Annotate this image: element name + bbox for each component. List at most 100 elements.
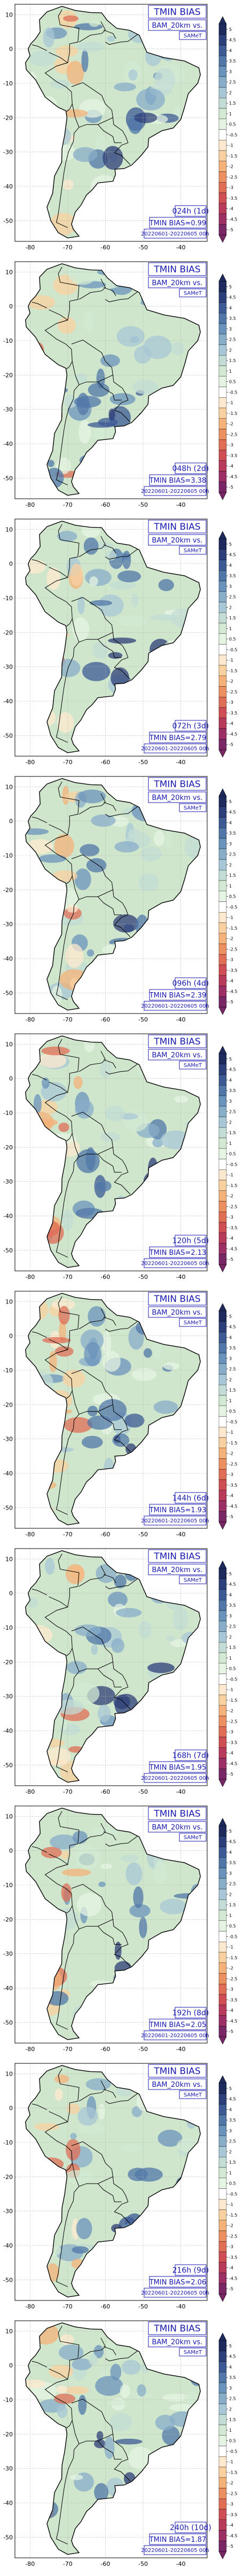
model-label: BAM_20km vs. (152, 1309, 203, 1317)
lead-time-label: 096h (4d) (172, 979, 209, 988)
colorbar-tick-label: -5 (229, 1514, 233, 1519)
forecast-panel: -80 -70 -60 -50 -40 10 0 -10 -20 -30 -40 -50 TMIN BI… (0, 0, 252, 257)
colorbar-tick-label: -3 (229, 2244, 233, 2249)
colorbar-tick-label: 0.5 (229, 894, 236, 899)
colorbar-tick-label: -4.5 (229, 2533, 238, 2538)
colorbar-tick-label: 5 (229, 1314, 232, 1319)
colorbar-tick-label: -4 (229, 2523, 233, 2528)
colorbar-tick-label: 4.5 (229, 1840, 236, 1844)
colorbar-tick-label: -3.5 (229, 1998, 238, 2002)
colorbar-tick-label: -3.5 (229, 1226, 238, 1230)
bias-map: -80 -70 -60 -50 -40 10 0 -10 -20 -30 -40 -50 TMIN BI… (0, 772, 252, 1030)
colorbar-tick-label: -4 (229, 207, 233, 211)
colorbar-tick-label: 4.5 (229, 2097, 236, 2102)
colorbar-tick-label: -2 (229, 2481, 233, 2486)
lat-tick-label: -40 (3, 183, 13, 190)
bias-map: -80 -70 -60 -50 -40 10 0 -10 -20 -30 -40 -50 TMIN BI… (0, 2316, 252, 2574)
colorbar: 5 4.5 4 3.5 3 2.5 2 1.5 1 0.5 -0.5 -1 -1.5 -2 -2.5 -3 -3… (219, 789, 238, 1015)
lat-tick-label: -40 (3, 441, 13, 447)
lat-tick-label: -20 (3, 114, 13, 121)
colorbar-tick-label: -2 (229, 1451, 233, 1456)
lat-tick-label: 0 (9, 1590, 13, 1597)
colorbar-tick-label: 1.5 (229, 1645, 236, 1650)
colorbar-tick-label: -3 (229, 185, 233, 190)
reference-label: SAMeT (184, 805, 202, 811)
reference-label: SAMeT (184, 1835, 202, 1841)
colorbar-tick-label: -1.5 (229, 1183, 238, 1188)
lat-tick-label: -20 (3, 1144, 13, 1151)
lon-tick-label: -70 (63, 1531, 73, 1538)
colorbar-tick-label: -3.5 (229, 1740, 238, 1745)
colorbar-tick-label: -2.5 (229, 1976, 238, 1981)
lat-tick-label: -40 (3, 2500, 13, 2507)
lon-tick-label: -60 (100, 2303, 110, 2310)
colorbar-tick-label: -2 (229, 1966, 233, 1971)
colorbar-tick-label: -0.5 (229, 132, 238, 137)
colorbar-tick-label: 2 (229, 1377, 232, 1382)
colorbar-tick-label: -2 (229, 422, 233, 427)
lead-time-label: 048h (2d) (172, 465, 209, 473)
lat-tick-label: 10 (5, 1813, 13, 1820)
lon-tick-label: -40 (176, 244, 186, 251)
colorbar-tick-label: 3 (229, 2386, 232, 2391)
lon-tick-label: -70 (63, 1788, 73, 1795)
colorbar-tick-label: 3 (229, 1614, 232, 1619)
colorbar-tick-label: 3 (229, 2129, 232, 2133)
map-title: TMIN BIAS (153, 1036, 200, 1047)
bias-map: -80 -70 -60 -50 -40 10 0 -10 -20 -30 -40 -50 TMIN BI… (0, 257, 252, 515)
colorbar-tick-label: 4.5 (229, 2354, 236, 2359)
lon-tick-label: -40 (176, 2561, 186, 2567)
colorbar-tick-label: -1 (229, 143, 233, 148)
lat-tick-label: 10 (5, 1298, 13, 1305)
colorbar-tick-label: 1 (229, 626, 232, 631)
colorbar-tick-label: 4 (229, 1078, 232, 1082)
colorbar-tick-label: 1.5 (229, 616, 236, 621)
bias-map: -80 -70 -60 -50 -40 10 0 -10 -20 -30 -40 -50 TMIN BI… (0, 2059, 252, 2316)
lon-tick-label: -60 (100, 759, 110, 766)
colorbar-tick-label: -1 (229, 2460, 233, 2464)
colorbar-tick-label: -2.5 (229, 432, 238, 437)
colorbar-tick-label: -3 (229, 1987, 233, 1992)
colorbar-tick-label: -1.5 (229, 1955, 238, 1960)
map-title: TMIN BIAS (153, 522, 200, 532)
colorbar-tick-label: -4.5 (229, 474, 238, 479)
colorbar-tick-label: 1 (229, 369, 232, 374)
colorbar-tick-label: 1 (229, 1141, 232, 1146)
colorbar-tick-label: 2.5 (229, 80, 236, 85)
colorbar-tick-label: -2 (229, 937, 233, 941)
colorbar-tick-label: 0.5 (229, 1924, 236, 1929)
lat-tick-label: -30 (3, 921, 13, 928)
colorbar-tick-label: -3 (229, 1730, 233, 1734)
colorbar-tick-label: -3 (229, 700, 233, 705)
lon-tick-label: -50 (138, 1274, 148, 1281)
colorbar-tick-label: -3.5 (229, 1483, 238, 1488)
colorbar: 5 4.5 4 3.5 3 2.5 2 1.5 1 0.5 -0.5 -1 -1.5 -2 -2.5 -3 -3… (219, 17, 238, 242)
forecast-panel: -80 -70 -60 -50 -40 10 0 -10 -20 -30 -40 -50 TMIN BI… (0, 1030, 252, 1287)
colorbar-tick-label: -1 (229, 658, 233, 663)
lon-tick-label: -80 (25, 244, 35, 251)
lon-tick-label: -70 (63, 2561, 73, 2567)
colorbar-tick-label: 0.5 (229, 1667, 236, 1671)
period-label: 20220601-20220605 00h (141, 1261, 209, 1267)
colorbar-tick-label: 4.5 (229, 1582, 236, 1587)
colorbar-tick-label: -3 (229, 1215, 233, 1220)
bias-map: -80 -70 -60 -50 -40 10 0 -10 -20 -30 -40 -50 TMIN BI… (0, 0, 252, 257)
lat-tick-label: 10 (5, 783, 13, 790)
model-label: BAM_20km vs. (152, 2081, 203, 2089)
colorbar-tick-label: 2 (229, 605, 232, 610)
lat-tick-label: -30 (3, 664, 13, 671)
lon-tick-label: -60 (100, 1788, 110, 1795)
lon-tick-label: -50 (138, 1016, 148, 1023)
colorbar: 5 4.5 4 3.5 3 2.5 2 1.5 1 0.5 -0.5 -1 -1.5 -2 -2.5 -3 -3… (219, 1046, 238, 1272)
colorbar-tick-label: -4.5 (229, 2276, 238, 2281)
colorbar-tick-label: -4 (229, 979, 233, 984)
lead-time-label: 144h (6d) (172, 1494, 209, 1503)
colorbar-tick-label: 0.5 (229, 1152, 236, 1157)
colorbar-tick-label: -3 (229, 2502, 233, 2507)
reference-label: SAMeT (184, 1063, 202, 1069)
lat-tick-label: 10 (5, 526, 13, 533)
colorbar-tick-label: 3 (229, 584, 232, 589)
colorbar-tick-label: -4.5 (229, 2019, 238, 2023)
lat-tick-label: -20 (3, 886, 13, 893)
lat-tick-label: -30 (3, 1436, 13, 1443)
